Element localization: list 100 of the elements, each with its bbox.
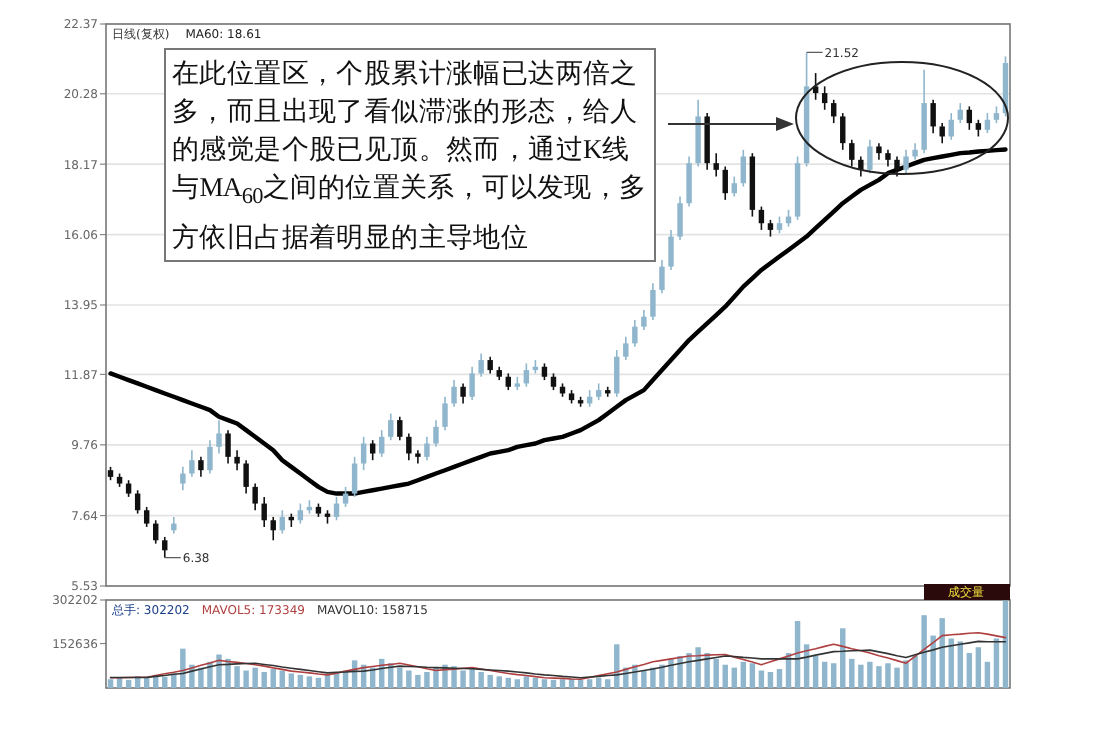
candlestick [713,152,719,178]
line-series [109,631,1007,681]
bar [731,667,737,688]
bar [821,661,828,688]
candlestick [207,439,213,475]
candlestick [379,429,385,458]
candlestick [930,98,936,134]
candlestick [360,436,367,471]
candlestick [632,319,638,348]
candlestick [867,139,873,174]
candlestick [740,149,747,188]
bar [107,679,114,688]
bar [523,676,530,688]
candlestick [831,98,837,124]
bar [722,664,728,688]
bar [948,638,954,688]
candlestick [668,229,674,271]
candlestick [297,502,304,525]
candlestick [921,68,927,154]
bar [550,679,557,688]
candlestick [143,506,150,528]
candlestick [460,382,466,405]
candlestick [758,205,765,231]
bar [957,641,963,688]
candlestick [677,195,683,241]
bar [577,679,584,688]
candlestick [270,516,276,542]
bar [270,669,276,688]
candlestick [939,122,945,144]
candlestick [234,449,240,471]
candlestick [243,459,249,495]
annotation: 在此位置区，个股累计涨幅已达两倍之多，而且出现了看似滞涨的形态，给人的感觉是个股已见顶。然而，通过K线与MA$_{60}$之间的位置关系，可以发现，多方依旧占据着明显的主导地位 [164,48,656,262]
bar [496,676,502,688]
candlestick [469,365,475,401]
candlestick [858,155,864,178]
bar [315,677,322,688]
candlestick [342,486,349,508]
bar [595,677,602,688]
candlestick [650,282,656,321]
bar [975,647,982,688]
bar [125,679,132,688]
candlestick [894,155,900,178]
candlestick [406,432,412,461]
bar [559,679,566,688]
bar [514,679,521,688]
bar [143,677,150,688]
bar [586,679,593,688]
candlestick [523,362,530,388]
candlestick [162,536,168,559]
candlestick [180,466,186,492]
candlestick [388,412,394,441]
bar [1002,600,1009,688]
candlestick [351,456,358,498]
candlestick [189,449,195,478]
candlestick [279,509,285,535]
candlestick [849,139,855,168]
candlestick [261,496,267,528]
candlestick [424,436,430,461]
candlestick [252,482,258,512]
bar [740,661,747,688]
candlestick [966,105,973,131]
candlestick [695,98,701,168]
bar [966,653,973,688]
bar [288,673,295,688]
candlestick [903,149,909,174]
candlestick [225,429,231,465]
bar [505,677,511,688]
bar [984,661,991,688]
candlestick [415,449,421,465]
candlestick [478,352,484,378]
candlestick [984,112,991,134]
candlestick [641,309,647,331]
bar [162,676,168,688]
candlestick [686,155,692,208]
bar [749,663,756,688]
line-series [109,640,1007,679]
candlestick [433,419,439,448]
candlestick [442,395,448,431]
bar [541,679,548,688]
candlestick [451,379,457,408]
bar [532,677,539,688]
candlestick [821,85,828,111]
candlestick [198,456,204,478]
bar [306,676,313,688]
candlestick [614,349,620,398]
bar [776,669,783,688]
candlestick [623,335,629,361]
candlestick [840,112,846,151]
bar [297,674,304,688]
candlestick [333,496,340,522]
bar [812,655,819,688]
candlestick [957,102,963,124]
candlestick [397,416,403,441]
candlestick [704,112,710,171]
bar [605,679,611,688]
bar [831,663,837,688]
candlestick [722,165,728,201]
bar [767,671,774,688]
candlestick [731,175,737,198]
candlestick [216,419,222,455]
